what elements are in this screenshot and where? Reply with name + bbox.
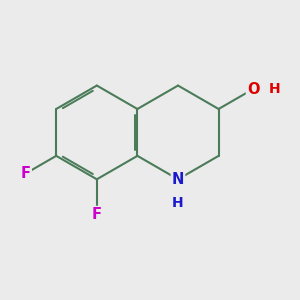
Text: F: F [92, 207, 102, 222]
Text: F: F [21, 166, 31, 181]
Text: O: O [247, 82, 260, 97]
Text: N: N [172, 172, 184, 187]
Text: H: H [268, 82, 280, 96]
Text: H: H [172, 196, 184, 210]
